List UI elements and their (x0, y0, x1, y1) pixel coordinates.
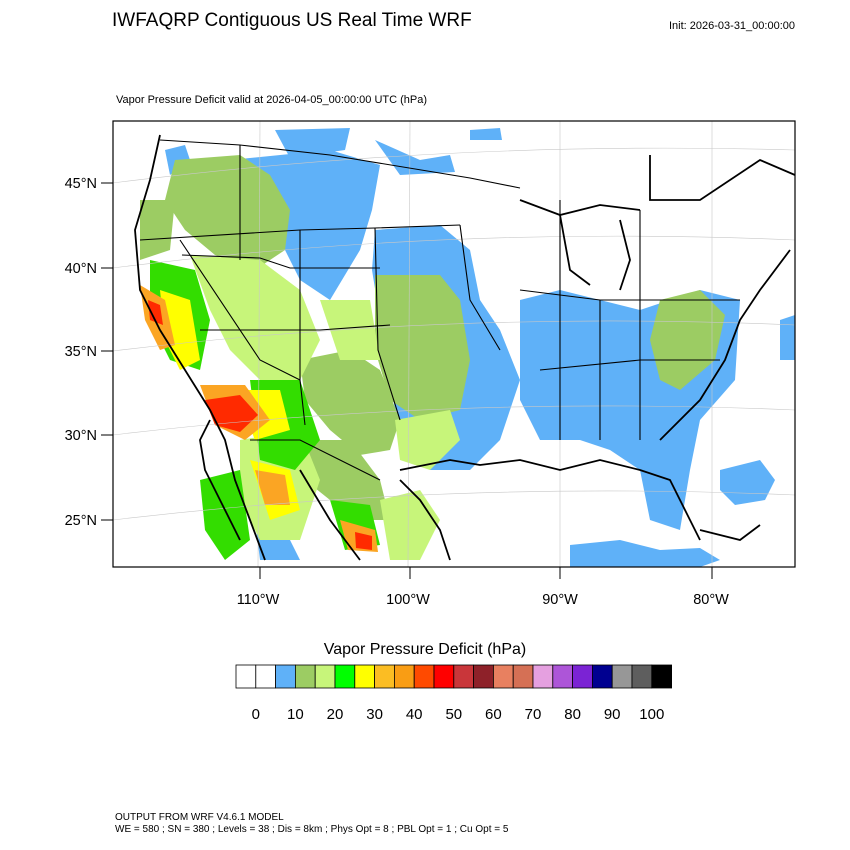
legend-tick-label: 90 (604, 706, 621, 723)
graticule (113, 121, 795, 567)
lon-label-90w: 90°W (542, 592, 578, 608)
legend-swatch (374, 664, 395, 689)
legend-tick-label: 80 (564, 706, 581, 723)
legend-swatch (492, 664, 514, 689)
state-boundaries (139, 139, 740, 481)
legend-swatch (334, 664, 356, 689)
model-info: OUTPUT FROM WRF V4.6.1 MODEL WE = 580 ; … (115, 812, 508, 836)
legend-tick-label: 0 (252, 706, 260, 723)
lon-label-110w: 110°W (237, 592, 280, 608)
legend-tick-label: 40 (406, 706, 423, 723)
legend-colorbar (235, 664, 672, 689)
legend-swatch (275, 664, 296, 689)
map-subtitle: Vapor Pressure Deficit valid at 2026-04-… (116, 94, 428, 106)
map-field (113, 121, 795, 567)
legend-swatch (552, 664, 573, 689)
init-time: Init: 2026-03-31_00:00:00 (669, 20, 795, 32)
legend-tick-label: 30 (366, 706, 383, 723)
lat-label-45: 45°N (65, 176, 97, 192)
legend-swatch (512, 664, 534, 689)
axis-ticks (101, 182, 713, 579)
lon-label-100w: 100°W (386, 592, 430, 608)
lat-label-40: 40°N (65, 261, 97, 277)
coastline (134, 134, 795, 561)
legend-swatch (393, 664, 415, 689)
legend-tick-label: 100 (639, 706, 664, 723)
lat-label-30: 30°N (65, 428, 97, 444)
legend-swatch (453, 664, 474, 689)
legend-swatch (433, 664, 455, 689)
highest-vpd-red-areas (148, 300, 372, 550)
legend-swatch (473, 664, 494, 689)
legend-swatch (611, 664, 633, 689)
map-frame (112, 120, 796, 568)
legend-swatch (592, 664, 613, 689)
lat-label-25: 25°N (65, 513, 97, 529)
lat-label-35: 35°N (65, 344, 97, 360)
legend-tick-label: 70 (525, 706, 542, 723)
page-title: IWFAQRP Contiguous US Real Time WRF (112, 10, 472, 31)
legend-tick-label: 60 (485, 706, 502, 723)
legend-title: Vapor Pressure Deficit (hPa) (323, 641, 527, 658)
legend-swatch (314, 664, 336, 689)
legend-swatch (532, 664, 554, 689)
legend-tick-label: 10 (287, 706, 304, 723)
lon-label-80w: 80°W (693, 592, 729, 608)
moderate-vpd-olive-areas (140, 155, 725, 520)
legend-swatch (354, 664, 375, 689)
legend-tick-labels: 0 10 20 30 40 50 60 70 80 90 100 (252, 706, 665, 723)
legend-tick-label: 50 (445, 706, 462, 723)
model-info-line-2: WE = 580 ; SN = 380 ; Levels = 38 ; Dis … (115, 824, 509, 835)
legend-swatch (572, 664, 593, 689)
legend-swatch (255, 664, 277, 689)
model-info-line-1: OUTPUT FROM WRF V4.6.1 MODEL (115, 812, 284, 823)
legend-swatch (294, 664, 316, 689)
legend-tick-label: 20 (327, 706, 344, 723)
legend-swatch (413, 664, 435, 689)
legend-swatch (651, 664, 672, 689)
legend-swatch (235, 664, 257, 689)
legend-swatch (631, 664, 653, 689)
